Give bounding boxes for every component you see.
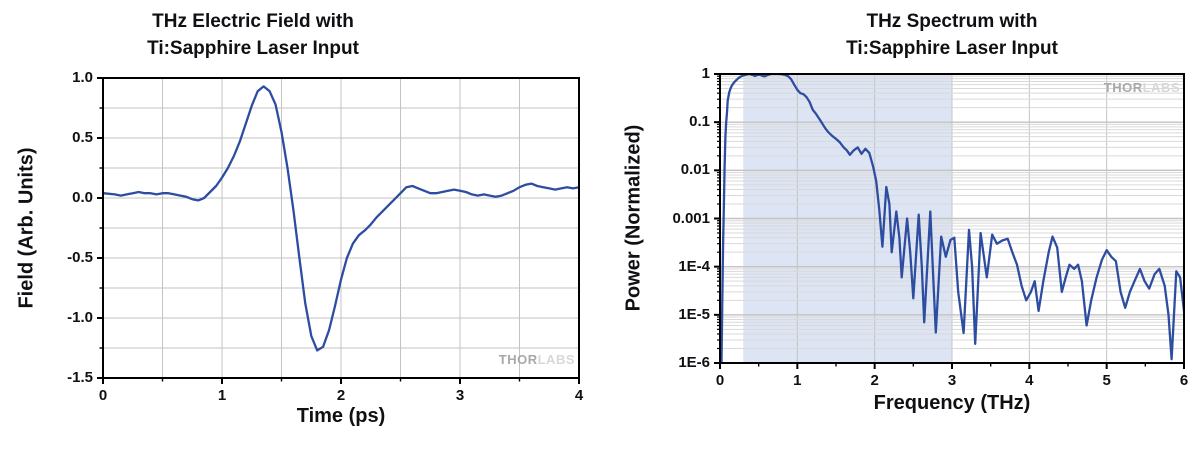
x-tick-label: 3: [455, 387, 465, 404]
y-tick-label: 0.0: [72, 189, 93, 206]
x-tick-label: 1: [217, 387, 227, 404]
x-tick-label: 6: [1179, 372, 1189, 389]
left-y-axis-label: Field (Arb. Units): [15, 147, 38, 309]
thorlabs-watermark-right-thor: THOR: [1103, 80, 1143, 95]
x-tick-label: 3: [947, 372, 957, 389]
thorlabs-watermark-right: THORLABS: [1080, 80, 1180, 95]
right-y-axis-label: Power (Normalized): [622, 124, 645, 312]
y-tick-label: 1: [701, 65, 710, 82]
right-chart-title-line1: THz Spectrum with: [866, 11, 1038, 32]
y-tick-label: 0.1: [689, 113, 710, 131]
x-tick-label: 0: [715, 372, 725, 389]
thorlabs-watermark-left: THORLABS: [475, 352, 575, 367]
right-chart-title-line2: Ti:Sapphire Laser Input: [846, 38, 1058, 59]
thorlabs-watermark-left-thor: THOR: [498, 352, 538, 367]
x-tick-label: 0: [98, 387, 108, 404]
left-chart-title-line2: Ti:Sapphire Laser Input: [147, 38, 359, 59]
y-tick-label: 0.001: [672, 209, 710, 227]
y-tick-label: 1E-5: [678, 305, 710, 323]
x-tick-label: 4: [574, 387, 584, 404]
y-tick-label: -1.0: [67, 309, 93, 326]
data-trace: [102, 85, 580, 352]
x-tick-label: 1: [793, 372, 802, 389]
right-x-axis-label: Frequency (THz): [873, 392, 1031, 414]
y-tick-label: 0.01: [680, 161, 710, 179]
x-tick-label: 2: [870, 372, 879, 389]
right-chart-title: THz Spectrum with Ti:Sapphire Laser Inpu…: [757, 8, 1147, 62]
left-chart-title-line1: THz Electric Field with: [152, 11, 354, 32]
x-tick-label: 2: [336, 387, 346, 404]
y-tick-label: 1E-6: [678, 354, 710, 371]
thorlabs-watermark-left-labs: LABS: [537, 352, 575, 367]
y-tick-label: 1.0: [72, 69, 93, 86]
y-tick-label: 1E-4: [678, 257, 710, 275]
y-tick-label: 0.5: [72, 129, 93, 146]
left-x-axis-label: Time (ps): [296, 405, 386, 427]
x-tick-label: 5: [1102, 372, 1111, 389]
y-tick-label: -0.5: [67, 249, 93, 266]
thorlabs-watermark-right-labs: LABS: [1142, 80, 1180, 95]
y-tick-label: -1.5: [67, 369, 93, 386]
x-tick-label: 4: [1025, 372, 1034, 389]
left-chart-title: THz Electric Field with Ti:Sapphire Lase…: [58, 8, 448, 62]
